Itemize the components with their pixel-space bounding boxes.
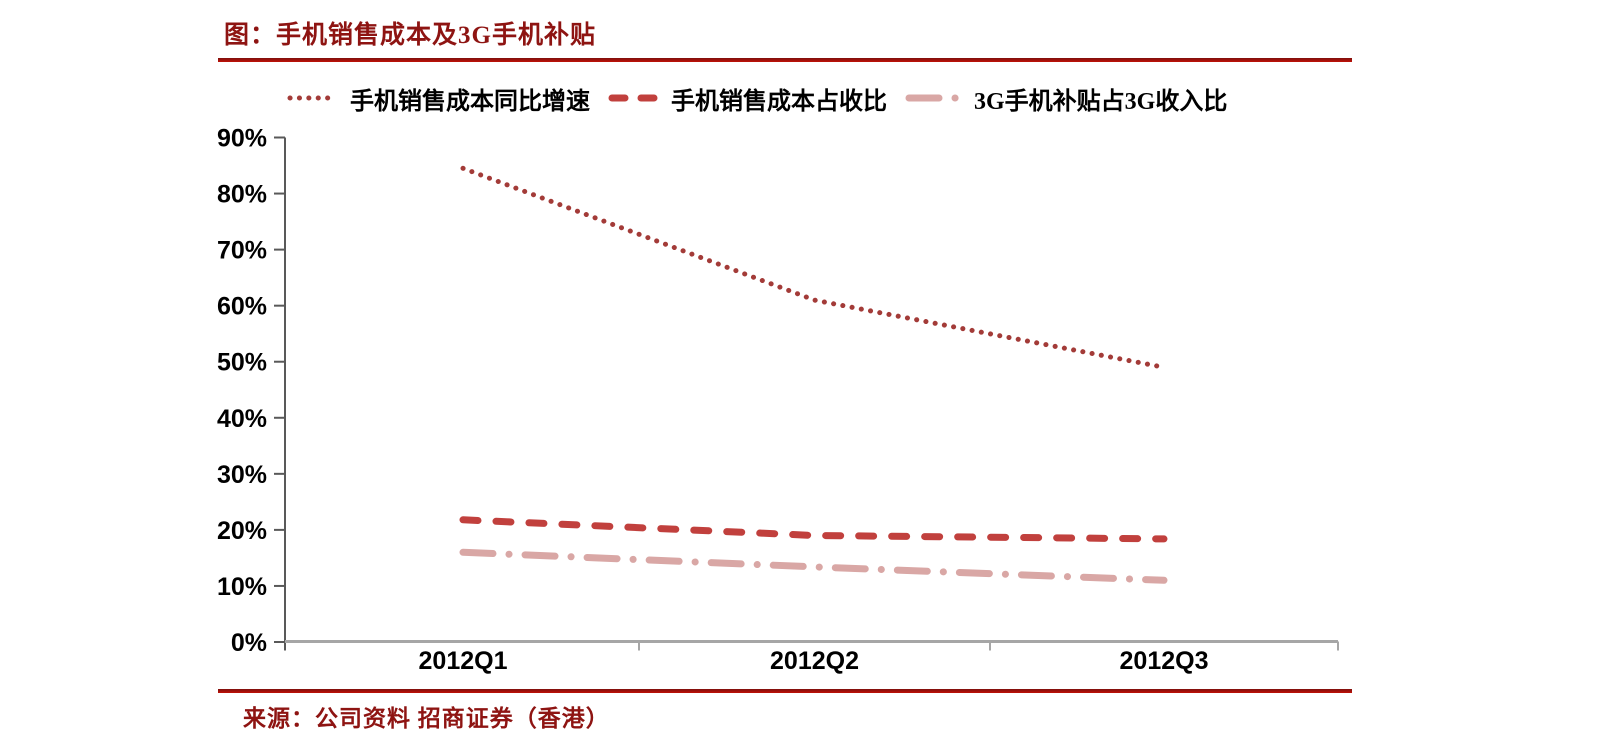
legend-label: 手机销售成本占收比	[671, 88, 887, 115]
y-tick-label: 80%	[217, 181, 267, 209]
x-tick-label: 2012Q1	[419, 647, 508, 675]
legend-swatch-dashed-line-icon	[608, 94, 662, 102]
source-text: 来源：公司资料 招商证券（香港）	[243, 706, 610, 731]
legend-label: 手机销售成本同比增速	[350, 88, 590, 115]
title-divider-rule	[218, 58, 1352, 62]
chart-legend: 手机销售成本同比增速 手机销售成本占收比 3G手机补贴占3G收入比	[287, 81, 1227, 115]
legend-swatch-dashdot-line-icon	[905, 94, 965, 102]
source-divider-rule	[218, 689, 1352, 693]
y-tick-label: 40%	[217, 405, 267, 433]
legend-label: 3G手机补贴占3G收入比	[974, 88, 1228, 115]
y-tick-label: 0%	[231, 629, 267, 657]
x-tick-label: 2012Q3	[1120, 647, 1209, 675]
legend-item: 手机销售成本同比增速	[287, 81, 590, 116]
y-tick-label: 50%	[217, 349, 267, 377]
y-tick-label: 90%	[217, 125, 267, 153]
series-line-0	[460, 165, 1167, 370]
y-tick-label: 10%	[217, 573, 267, 601]
series-line-1	[459, 516, 1168, 543]
y-tick-label: 70%	[217, 237, 267, 265]
y-tick-label: 20%	[217, 517, 267, 545]
x-tick-label: 2012Q2	[770, 647, 859, 675]
legend-swatch-dotted-line-icon	[287, 95, 340, 101]
legend-item: 手机销售成本占收比	[608, 81, 887, 116]
chart-title: 图：手机销售成本及3G手机补贴	[224, 22, 596, 49]
y-tick-label: 60%	[217, 293, 267, 321]
y-tick-label: 30%	[217, 461, 267, 489]
series-line-2	[459, 548, 1168, 584]
legend-item: 3G手机补贴占3G收入比	[905, 81, 1227, 116]
